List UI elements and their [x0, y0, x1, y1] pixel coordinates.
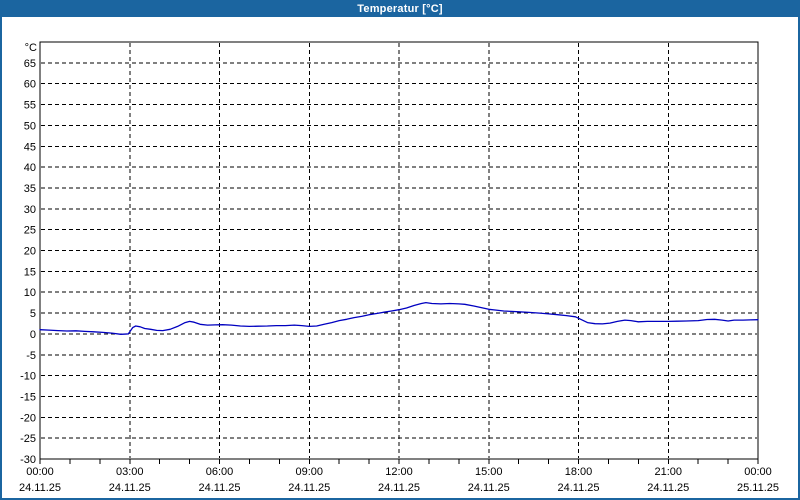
- y-tick-label: -25: [20, 433, 36, 445]
- y-tick-label: 20: [24, 246, 36, 258]
- y-tick-label: -5: [26, 350, 36, 362]
- x-tick-date-label: 25.11.25: [737, 482, 779, 494]
- horizontal-gridlines: [41, 62, 757, 439]
- x-tick-time-label: 09:00: [295, 466, 323, 478]
- y-tick-label: 10: [24, 287, 36, 299]
- x-axis-labels: 00:00 24.11.25 03:00 24.11.25 06:00 24.11.25 0…: [19, 466, 779, 494]
- window-title: Temperatur [°C]: [357, 2, 443, 15]
- y-tick-label: 45: [24, 141, 36, 153]
- y-tick-label: 40: [24, 162, 36, 174]
- y-tick-label: 30: [24, 204, 36, 216]
- series-lines: [39, 301, 759, 335]
- y-tick-label: 60: [24, 79, 36, 91]
- x-tick-time-label: 00:00: [26, 466, 54, 478]
- x-tick-date-label: 24.11.25: [19, 482, 61, 494]
- y-tick-label: 0: [30, 329, 36, 341]
- y-tick-label: 35: [24, 183, 36, 195]
- vertical-gridlines: [129, 43, 669, 458]
- x-tick-date-label: 24.11.25: [647, 482, 689, 494]
- y-tick-label: 25: [24, 225, 36, 237]
- x-tick-date-label: 24.11.25: [109, 482, 151, 494]
- x-tick-time-label: 00:00: [744, 466, 772, 478]
- temperature-series-line: [39, 301, 759, 335]
- x-tick-date-label: 24.11.25: [198, 482, 240, 494]
- y-tick-label: 55: [24, 100, 36, 112]
- y-tick-label: 15: [24, 266, 36, 278]
- x-tick-time-label: 15:00: [475, 466, 503, 478]
- y-tick-label: 5: [30, 308, 36, 320]
- x-tick-time-label: 18:00: [565, 466, 593, 478]
- x-axis-ticks: [39, 459, 759, 464]
- y-axis-labels: °C65605550454035302520151050-5-10-15-20-…: [20, 42, 37, 466]
- x-tick-time-label: 21:00: [654, 466, 682, 478]
- x-tick-time-label: 03:00: [116, 466, 144, 478]
- x-tick-time-label: 12:00: [385, 466, 413, 478]
- title-bar[interactable]: Temperatur [°C]: [0, 0, 800, 17]
- y-tick-label: 50: [24, 120, 36, 132]
- x-tick-date-label: 24.11.25: [378, 482, 420, 494]
- x-tick-date-label: 24.11.25: [468, 482, 510, 494]
- y-tick-label: -20: [20, 412, 36, 424]
- y-tick-label: -10: [20, 371, 36, 383]
- x-tick-time-label: 06:00: [206, 466, 234, 478]
- y-tick-label: 65: [24, 58, 36, 70]
- x-tick-date-label: 24.11.25: [557, 482, 599, 494]
- y-tick-label: -30: [20, 454, 36, 466]
- y-axis-unit-label: °C: [25, 42, 37, 54]
- y-tick-label: -15: [20, 391, 36, 403]
- x-tick-date-label: 24.11.25: [288, 482, 330, 494]
